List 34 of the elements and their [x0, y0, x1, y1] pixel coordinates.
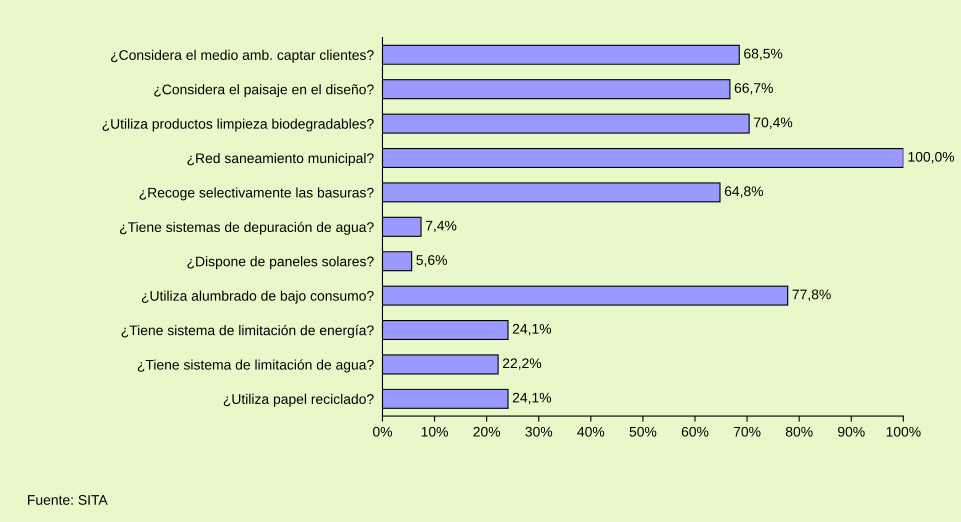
data-label: 68,5% [744, 48, 782, 60]
y-tick-label: ¿Dispone de paneles solares? [187, 256, 374, 270]
y-tick-label: ¿Tiene sistema de limitación de agua? [138, 359, 374, 372]
x-tick-label: 100% [886, 426, 921, 437]
data-label: 22,2% [502, 358, 542, 370]
x-tick-label: 10% [422, 426, 448, 437]
y-tick-label: ¿Utiliza alumbrado de bajo consumo? [142, 290, 374, 304]
data-label: 77,8% [792, 290, 831, 301]
x-tick-label: 60% [682, 426, 708, 437]
x-tick-label: 90% [838, 426, 865, 437]
x-tick-label: 80% [786, 426, 813, 437]
x-tick-label: 50% [630, 426, 656, 437]
y-tick-label: ¿Considera el paisaje en el diseño? [154, 84, 374, 98]
data-label: 7,4% [426, 220, 456, 232]
data-label: 66,7% [734, 83, 773, 95]
y-tick-label: ¿Tiene sistemas de depuración de agua? [120, 222, 374, 235]
x-tick-label: 30% [525, 426, 552, 437]
x-tick-label: 40% [577, 426, 604, 437]
source-note: Fuente: SITA [28, 495, 108, 505]
data-label: 100,0% [908, 152, 954, 164]
data-label: 5,6% [416, 255, 447, 267]
x-tick-label: 20% [473, 426, 500, 437]
data-label: 24,1% [512, 324, 552, 336]
x-tick-label: 0% [372, 426, 392, 437]
y-tick-label: ¿Utiliza productos limpieza biodegradables? [102, 118, 374, 132]
y-tick-label: ¿Red saneamiento municipal? [187, 152, 374, 166]
y-tick-label: ¿Tiene sistema de limitación de energía? [122, 324, 374, 338]
y-tick-label: ¿Recoge selectivamente las basuras? [140, 187, 374, 200]
x-tick-label: 70% [734, 426, 760, 437]
data-label: 24,1% [512, 392, 552, 404]
y-tick-label: ¿Considera el medio amb. captar clientes? [111, 50, 374, 63]
y-tick-label: ¿Utiliza papel reciclado? [224, 394, 374, 407]
data-label: 64,8% [724, 186, 764, 198]
data-label: 70,4% [754, 117, 792, 129]
